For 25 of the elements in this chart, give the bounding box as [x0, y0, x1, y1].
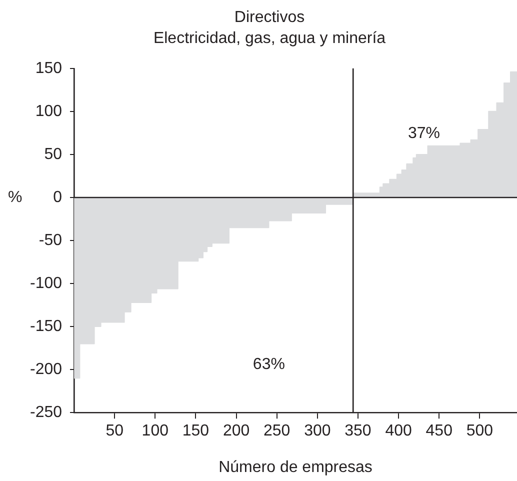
y-tick-label: -150: [30, 318, 62, 335]
y-axis-title: %: [8, 188, 22, 206]
y-tick-label: 150: [35, 60, 62, 77]
x-tick-label: 400: [385, 422, 412, 440]
x-tick-label: 50: [106, 422, 124, 440]
chart-subtitle: Electricidad, gas, agua y minería: [153, 30, 386, 48]
annotation: 37%: [408, 125, 440, 142]
x-tick-label: 100: [142, 422, 169, 440]
x-tick-label: 200: [222, 422, 250, 440]
y-tick-label: -50: [38, 232, 62, 249]
y-tick-label: 50: [44, 146, 62, 163]
x-tick-label: 300: [304, 422, 331, 440]
y-tick-label: -200: [30, 360, 62, 378]
annotation: 63%: [252, 356, 285, 373]
y-tick-label: -250: [30, 404, 62, 422]
y-tick-label: -100: [30, 274, 62, 292]
x-tick-label: 250: [264, 422, 290, 440]
x-tick-label: 450: [426, 422, 453, 440]
y-tick-label: 100: [35, 102, 62, 120]
x-axis-title: Número de empresas: [218, 458, 372, 476]
x-tick-label: 500: [466, 422, 494, 440]
x-tick-label: 150: [182, 422, 210, 440]
y-tick-label: 0: [53, 188, 62, 206]
chart-title: Directivos: [234, 9, 305, 26]
x-tick-label: 350: [344, 422, 372, 440]
